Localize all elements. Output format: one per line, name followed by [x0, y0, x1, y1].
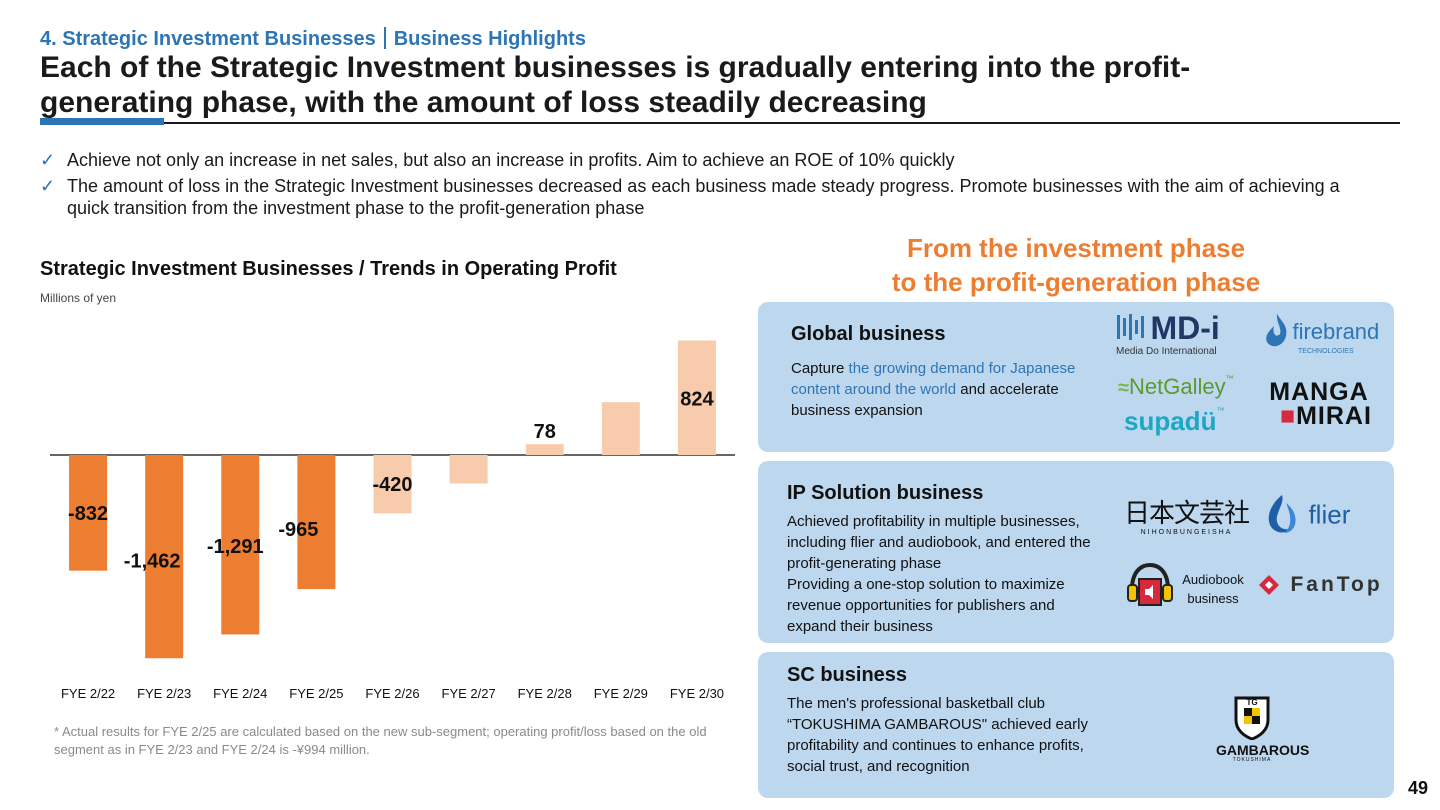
card-body: The men's professional basketball club “… [787, 695, 1088, 775]
data-label: -832 [68, 503, 108, 525]
chart-bar [525, 444, 564, 455]
gambarous-wordmark: GAMBAROUS [1216, 742, 1310, 758]
md-i-mark-icon [1117, 314, 1144, 340]
x-tick-label: FYE 2/24 [213, 686, 267, 701]
audiobook-logo [1124, 559, 1176, 616]
check-icon: ✓ [40, 150, 56, 170]
flier-logo: flier [1260, 493, 1350, 537]
audiobook-label: Audiobook business [1182, 572, 1244, 606]
mirai-wordmark: ■MIRAI [1280, 402, 1372, 430]
subsection-name: Business Highlights [393, 28, 586, 50]
firebrand-logo: firebrand TECHNOLOGIES [1262, 312, 1380, 355]
nihonbungeisha-wordmark: 日本文芸社 [1124, 499, 1250, 529]
data-label: -420 [372, 474, 412, 496]
data-label: 78 [534, 421, 556, 443]
chart-bar [677, 340, 716, 455]
gambarous-badge-text: TG [1246, 698, 1258, 707]
manga-mirai-logo: MANGA ■MIRAI [1266, 378, 1372, 430]
global-business-card: Global business Capture the growing dema… [758, 302, 1394, 452]
data-label: -965 [278, 519, 318, 541]
card-body: Capture the growing demand for Japanese … [791, 358, 1111, 421]
supadu-logo: supadü™ [1124, 406, 1224, 437]
title-accent-bar [40, 118, 164, 125]
data-label: 824 [680, 388, 714, 410]
firebrand-wordmark: firebrand [1292, 319, 1380, 344]
supadu-wordmark: supadü [1124, 406, 1217, 436]
fantop-wordmark: FanTop [1290, 573, 1383, 596]
card-title: IP Solution business [787, 482, 984, 504]
gambarous-shield-icon [1234, 696, 1270, 741]
phase-heading-line-1: From the investment phase [906, 233, 1246, 263]
bullet-text: Achieve not only an increase in net sale… [67, 150, 955, 170]
netgalley-wordmark: NetGalley [1128, 374, 1226, 399]
check-icon: ✓ [40, 176, 56, 196]
card-title: SC business [787, 664, 908, 686]
chart-title: Strategic Investment Businesses / Trends… [40, 258, 617, 280]
gambarous-logo: TG GAMBAROUS TOKUSHIMA [1216, 694, 1310, 763]
md-i-subtitle: Media Do International [1116, 346, 1217, 357]
body-highlight: the growing demand for Japanese content … [791, 360, 1076, 398]
trademark-mark: ™ [1225, 374, 1234, 383]
manga-wordmark: MANGA [1269, 378, 1369, 406]
sc-business-card: SC business The men's professional baske… [758, 652, 1394, 798]
chart-bar [297, 455, 336, 590]
bullet-item: ✓ Achieve not only an increase in net sa… [40, 149, 1380, 171]
data-label: -1,462 [124, 551, 181, 573]
gambarous-subtitle: TOKUSHIMA [1232, 757, 1272, 763]
x-tick-label: FYE 2/29 [594, 686, 648, 701]
x-tick-label: FYE 2/27 [442, 686, 496, 701]
data-label: -1,291 [207, 536, 264, 558]
md-i-wordmark: MD-i [1150, 310, 1220, 346]
chart-bar [601, 402, 640, 455]
netgalley-logo: ≈NetGalley™ [1118, 374, 1234, 400]
nihonbungeisha-logo: 日本文芸社 NIHONBUNGEISHA [1124, 499, 1250, 536]
title-divider [40, 122, 1400, 124]
bullet-list: ✓ Achieve not only an increase in net sa… [40, 149, 1380, 223]
card-title: Global business [791, 323, 946, 345]
operating-profit-chart: -832 FYE 2/22 -1,462 FYE 2/23 -1,291 FYE 2/24… [50, 340, 735, 701]
x-tick-label: FYE 2/25 [289, 686, 343, 701]
section-divider [383, 27, 386, 49]
chart-footnote: * Actual results for FYE 2/25 are calcul… [54, 724, 707, 757]
body-text: Capture [791, 360, 849, 377]
phase-heading: From the investment phase to the profit-… [860, 231, 1292, 299]
section-name: 4. Strategic Investment Businesses [40, 28, 376, 50]
x-tick-label: FYE 2/30 [670, 686, 724, 701]
x-tick-label: FYE 2/22 [61, 686, 115, 701]
firebrand-subtitle: TECHNOLOGIES [1298, 348, 1354, 355]
chart-bar [145, 455, 184, 659]
page-number: 49 [1407, 778, 1428, 798]
section-label: 4. Strategic Investment Businesses Busine… [40, 27, 586, 51]
x-tick-label: FYE 2/28 [518, 686, 572, 701]
card-body: Achieved profitability in multiple busin… [787, 513, 1091, 635]
fantop-mark-icon [1259, 575, 1279, 595]
ip-solution-business-card: IP Solution business Achieved profitabil… [758, 461, 1394, 643]
netgalley-mark-icon: ≈ [1118, 377, 1129, 399]
chart-unit-label: Millions of yen [40, 291, 117, 305]
nihonbungeisha-subtitle: NIHONBUNGEISHA [1140, 529, 1233, 536]
trademark-mark: ™ [1216, 406, 1225, 415]
chart-bar [373, 455, 412, 514]
bullet-text: The amount of loss in the Strategic Inve… [67, 176, 1340, 218]
body-text: and accelerate business expansion [791, 381, 1059, 419]
flier-wordmark: flier [1308, 499, 1351, 530]
bullet-item: ✓ The amount of loss in the Strategic In… [40, 175, 1380, 219]
chart-bar [449, 455, 488, 484]
phase-heading-line-2: to the profit-generation phase [891, 267, 1261, 297]
chart-bar [221, 455, 260, 635]
fantop-logo: FanTop [1258, 573, 1383, 597]
mirai-accent-icon: ■ [1280, 402, 1297, 430]
chart-bar [69, 455, 108, 571]
page-title: Each of the Strategic Investment busines… [40, 51, 1191, 119]
headphones-book-icon [1127, 562, 1173, 606]
md-i-logo: MD-i Media Do International [1116, 312, 1220, 357]
firebrand-flame-icon [1266, 314, 1287, 347]
x-tick-label: FYE 2/23 [137, 686, 191, 701]
x-tick-label: FYE 2/26 [365, 686, 419, 701]
flier-mark-icon [1268, 495, 1296, 533]
